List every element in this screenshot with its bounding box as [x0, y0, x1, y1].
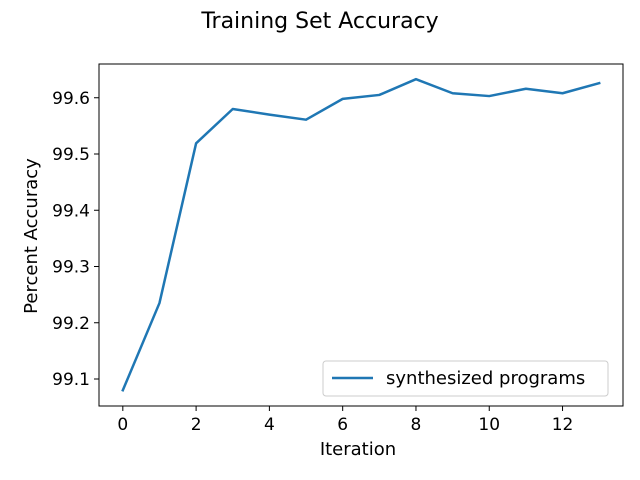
x-tick-label: 8	[411, 415, 422, 435]
y-tick-label: 99.1	[52, 370, 90, 390]
series-layer	[121, 77, 601, 392]
y-axis-label: Percent Accuracy	[21, 158, 42, 314]
x-tick-label: 0	[117, 415, 128, 435]
x-tick-label: 2	[191, 415, 202, 435]
x-tick-label: 12	[552, 415, 574, 435]
legend: synthesized programs	[322, 360, 609, 397]
y-tick-label: 99.6	[52, 89, 90, 109]
y-tick-label: 99.2	[52, 314, 90, 334]
series-line	[121, 77, 601, 392]
chart-title: Training Set Accuracy	[200, 9, 438, 34]
x-axis-label: Iteration	[320, 439, 396, 460]
y-tick-label: 99.3	[52, 258, 90, 278]
y-tick-label: 99.5	[52, 145, 90, 165]
legend-label: synthesized programs	[386, 368, 585, 389]
x-axis-ticks: 0 2 4 6 8 10 12	[117, 406, 573, 435]
x-tick-label: 10	[478, 415, 500, 435]
y-tick-label: 99.4	[52, 201, 90, 221]
axes-frame	[98, 63, 624, 407]
plot-area	[98, 63, 624, 407]
x-tick-label: 6	[337, 415, 348, 435]
legend-box	[322, 360, 609, 397]
y-axis-ticks: 99.1 99.2 99.3 99.4 99.5 99.6	[52, 89, 99, 390]
x-tick-label: 4	[264, 415, 275, 435]
